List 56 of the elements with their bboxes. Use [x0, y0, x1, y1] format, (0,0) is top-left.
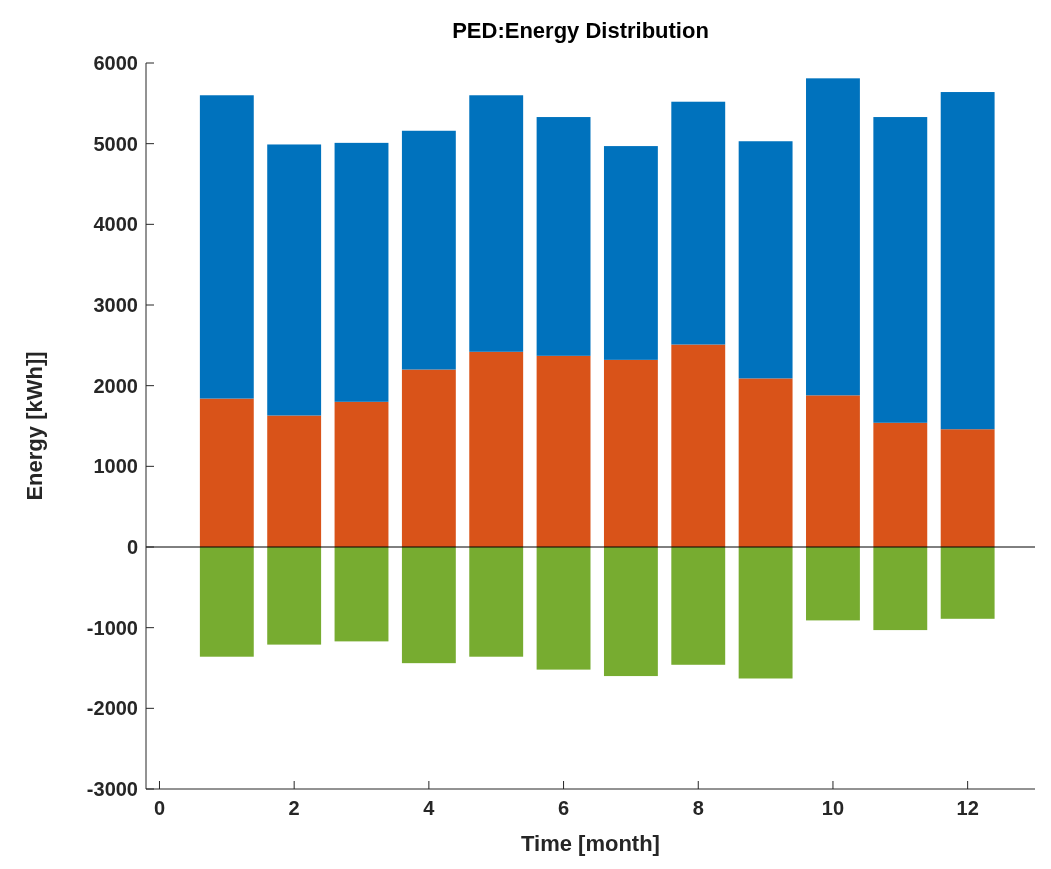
bar — [267, 415, 322, 547]
y-tick-label: -1000 — [86, 616, 138, 639]
bar — [334, 547, 389, 642]
bar — [401, 130, 456, 370]
y-tick-label: 5000 — [93, 132, 138, 155]
bar — [738, 141, 793, 379]
bar — [536, 547, 591, 670]
bar — [873, 422, 928, 547]
x-axis-title: Time [month] — [521, 831, 660, 856]
bar — [873, 117, 928, 423]
bar — [469, 351, 524, 547]
bar — [738, 547, 793, 679]
bar — [334, 401, 389, 547]
bar — [738, 378, 793, 547]
bar — [940, 429, 995, 547]
bar — [536, 355, 591, 547]
y-tick-label: 0 — [126, 536, 138, 558]
y-tick-label: 6000 — [93, 52, 138, 74]
y-tick-label: -2000 — [86, 697, 138, 720]
bar — [806, 78, 860, 396]
bar — [603, 359, 658, 547]
bar — [806, 395, 860, 547]
x-tick-label: 8 — [692, 797, 704, 819]
bar — [469, 547, 524, 657]
y-tick-label: -3000 — [86, 778, 138, 800]
y-tick-label: 4000 — [93, 213, 138, 236]
y-axis-title: Energy [kWh]] — [22, 351, 47, 501]
x-tick-label: 12 — [956, 797, 979, 819]
chart-title: PED:Energy Distribution — [452, 18, 709, 43]
y-tick-label: 2000 — [93, 374, 138, 397]
bar — [199, 547, 254, 657]
bar — [536, 117, 591, 356]
bar — [940, 547, 995, 619]
y-tick-label: 1000 — [93, 455, 138, 478]
bar — [671, 101, 726, 345]
bar — [401, 369, 456, 547]
bar — [940, 92, 995, 430]
bar — [873, 547, 928, 631]
bar — [267, 144, 322, 416]
x-tick-label: 2 — [288, 797, 300, 819]
bar — [603, 547, 658, 677]
bar — [469, 95, 524, 352]
bar — [603, 146, 658, 360]
bar — [199, 95, 254, 399]
x-tick-label: 4 — [423, 797, 436, 819]
x-tick-label: 0 — [153, 797, 166, 819]
y-tick-label: 3000 — [93, 294, 138, 316]
bar — [806, 547, 860, 621]
bar — [401, 547, 456, 664]
x-tick-label: 6 — [558, 797, 570, 819]
bar — [671, 344, 726, 547]
bar — [267, 547, 322, 645]
x-tick-label: 10 — [821, 797, 845, 819]
bar — [671, 547, 726, 665]
bar — [199, 398, 254, 547]
bar — [334, 142, 389, 402]
